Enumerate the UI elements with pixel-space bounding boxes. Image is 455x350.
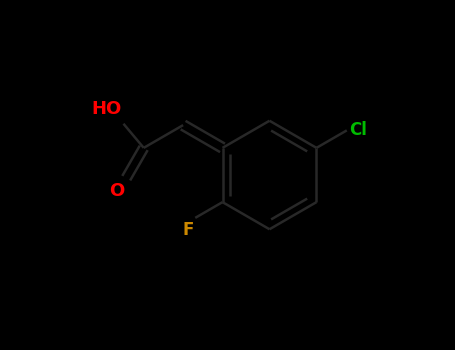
Text: HO: HO (91, 100, 121, 119)
Text: Cl: Cl (349, 121, 368, 139)
Text: O: O (109, 182, 125, 200)
Text: F: F (182, 222, 193, 239)
